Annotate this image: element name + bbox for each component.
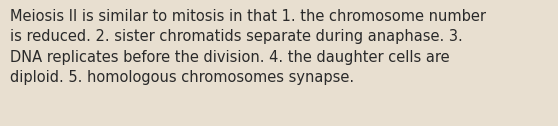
Text: Meiosis II is similar to mitosis in that 1. the chromosome number
is reduced. 2.: Meiosis II is similar to mitosis in that… (10, 9, 486, 85)
